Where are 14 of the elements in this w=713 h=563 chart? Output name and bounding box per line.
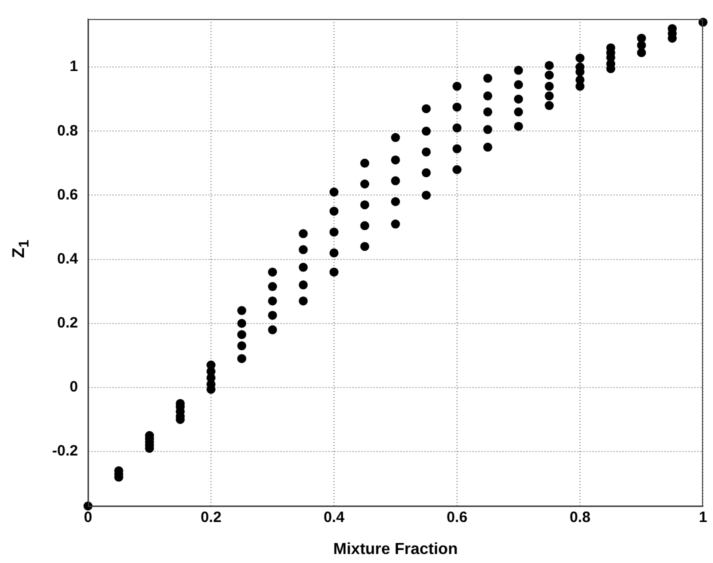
x-tick-label: 0.8 — [570, 509, 590, 526]
y-tick-label: 1 — [70, 58, 78, 76]
x-tick-label: 0 — [84, 509, 92, 526]
y-tick-label: 0.6 — [57, 186, 78, 204]
x-tick-label: 1 — [698, 509, 708, 526]
x-axis-title: Mixture Fraction — [333, 540, 458, 558]
y-tick-label: 0.4 — [57, 250, 79, 268]
x-tick-label: 0.4 — [324, 509, 346, 526]
y-tick-label: 0 — [70, 378, 78, 396]
y-tick-label: 0.2 — [57, 314, 78, 332]
y-tick-label: -0.2 — [52, 442, 78, 460]
x-tick-label: 0.6 — [446, 509, 468, 526]
y-tick-label: 0.8 — [57, 122, 78, 140]
x-tick-label: 0.2 — [200, 509, 222, 526]
